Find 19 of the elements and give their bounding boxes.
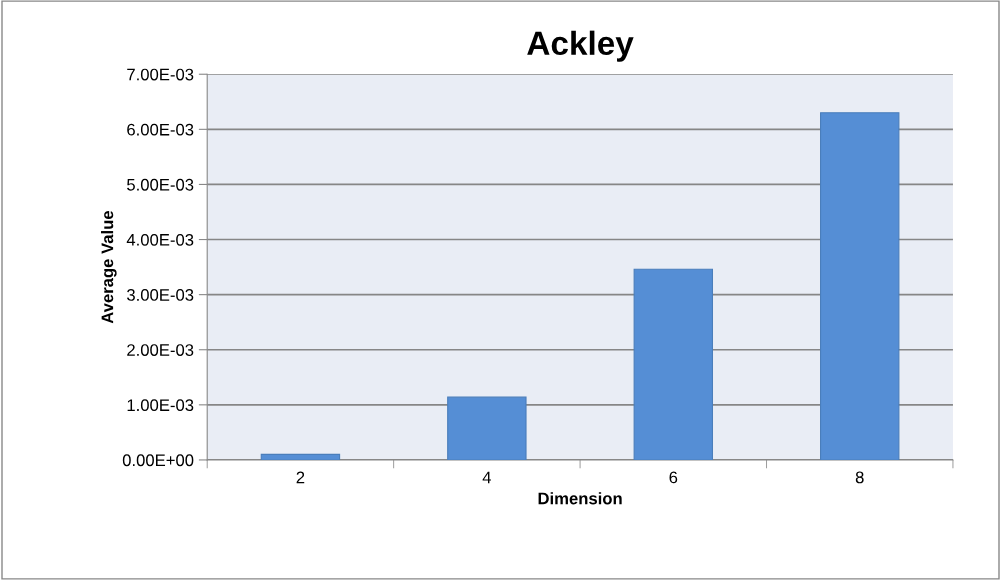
chart-title: Ackley xyxy=(527,30,634,62)
y-tick-label: 3.00E-03 xyxy=(127,289,194,301)
bar xyxy=(260,453,341,460)
bar xyxy=(447,396,527,460)
y-tick-label: 5.00E-03 xyxy=(127,178,194,191)
x-tick-label: 2 xyxy=(296,471,305,484)
x-axis-title: Dimension xyxy=(538,492,622,505)
y-tick-label: 6.00E-03 xyxy=(127,123,194,136)
y-tick-label: 4.00E-03 xyxy=(126,233,194,246)
bar xyxy=(633,268,714,460)
x-tick-label: 8 xyxy=(855,471,864,484)
y-axis-title: Average Value xyxy=(101,210,117,324)
x-tick-label: 4 xyxy=(482,471,492,484)
x-tick-label: 6 xyxy=(669,471,678,484)
y-tick-label: 0.00E+00 xyxy=(122,454,194,467)
y-tick-label: 7.00E-03 xyxy=(127,68,194,81)
bar xyxy=(820,112,900,460)
y-tick-label: 1.00E-03 xyxy=(127,399,194,412)
y-tick-label: 2.00E-03 xyxy=(127,344,194,356)
